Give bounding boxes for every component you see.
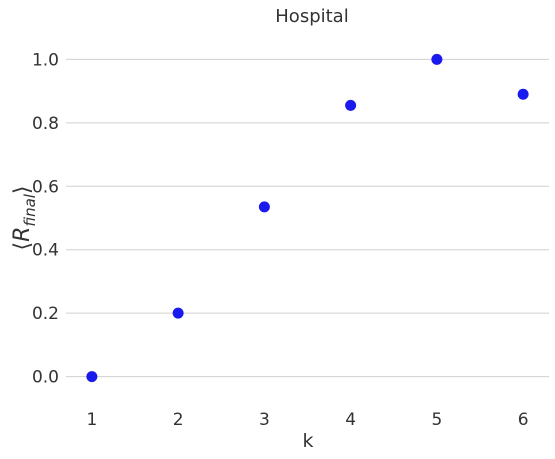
data-point [517,88,529,100]
data-point [258,201,270,213]
x-tick-label: 3 [259,410,270,430]
chart-title: Hospital [275,6,348,27]
x-axis-label: k [302,430,313,452]
x-tick-label: 4 [345,410,356,430]
y-axis-label: ⟨Rfinal⟩ [10,185,39,250]
x-tick-label: 5 [431,410,442,430]
y-axis-label-symbol: R [10,227,35,242]
y-tick-label: 0.6 [32,177,59,197]
y-axis-label-subscript: final [21,193,39,226]
data-points [86,53,529,383]
grid-lines [66,58,549,378]
y-tick-label: 0.8 [32,114,59,134]
y-tick-label: 0.4 [32,241,59,261]
data-point [172,307,184,319]
y-axis-label-close: ⟩ [10,185,35,194]
y-tick-label: 1.0 [32,50,59,70]
y-tick-labels: 0.0 0.2 0.4 0.6 0.8 1.0 [32,50,59,387]
y-tick-label: 0.2 [32,304,59,324]
x-tick-labels: 1 2 3 4 5 6 [86,410,528,430]
data-point [86,371,98,383]
x-tick-label: 6 [518,410,529,430]
data-point [431,53,443,65]
x-tick-label: 2 [173,410,184,430]
y-tick-label: 0.0 [32,368,59,388]
data-point [345,99,357,111]
y-axis-label-open: ⟨ [10,242,35,251]
x-tick-label: 1 [86,410,97,430]
